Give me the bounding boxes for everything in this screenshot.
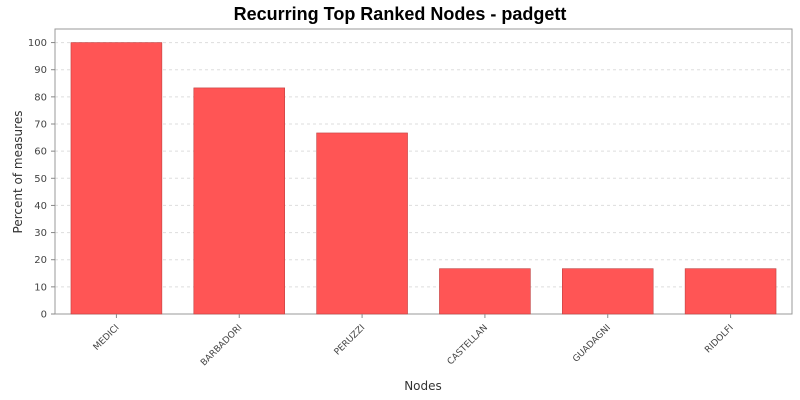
- bars: [70, 42, 777, 315]
- x-tick-label: RIDOLFI: [703, 323, 735, 355]
- bar: [70, 42, 163, 315]
- x-axis-label: Nodes: [404, 379, 442, 393]
- x-tick-label: GUADAGNI: [571, 323, 613, 365]
- bar: [193, 87, 285, 315]
- x-tick-label: MEDICI: [92, 323, 122, 353]
- chart-title: Recurring Top Ranked Nodes - padgett: [234, 4, 567, 24]
- y-tick-label: 20: [34, 255, 47, 266]
- y-tick-label: 90: [34, 65, 47, 76]
- bar: [316, 132, 408, 315]
- y-tick-label: 30: [34, 228, 47, 239]
- x-tick-label: BARBADORI: [199, 323, 244, 368]
- bar: [562, 268, 654, 315]
- y-tick-label: 50: [34, 174, 47, 185]
- y-tick-label: 40: [34, 201, 47, 212]
- x-tick-label: CASTELLAN: [446, 323, 490, 367]
- plot-area: [54, 28, 793, 315]
- y-axis-ticks: 0 10 20 30 40 50 60 70 80 90 100: [28, 38, 55, 321]
- y-tick-label: 60: [34, 147, 47, 158]
- y-tick-label: 80: [34, 92, 47, 103]
- y-tick-label: 0: [41, 310, 47, 321]
- y-tick-label: 100: [28, 38, 47, 49]
- y-tick-label: 70: [34, 120, 47, 131]
- x-tick-label: PERUZZI: [333, 323, 368, 358]
- y-tick-label: 10: [34, 282, 47, 293]
- y-axis-label: Percent of measures: [11, 111, 25, 234]
- grid-lines: [55, 42, 792, 288]
- x-axis-ticks: MEDICI BARBADORI PERUZZI CASTELLAN GUADAGNI R…: [92, 314, 736, 368]
- bar: [439, 268, 531, 315]
- bar: [684, 268, 777, 315]
